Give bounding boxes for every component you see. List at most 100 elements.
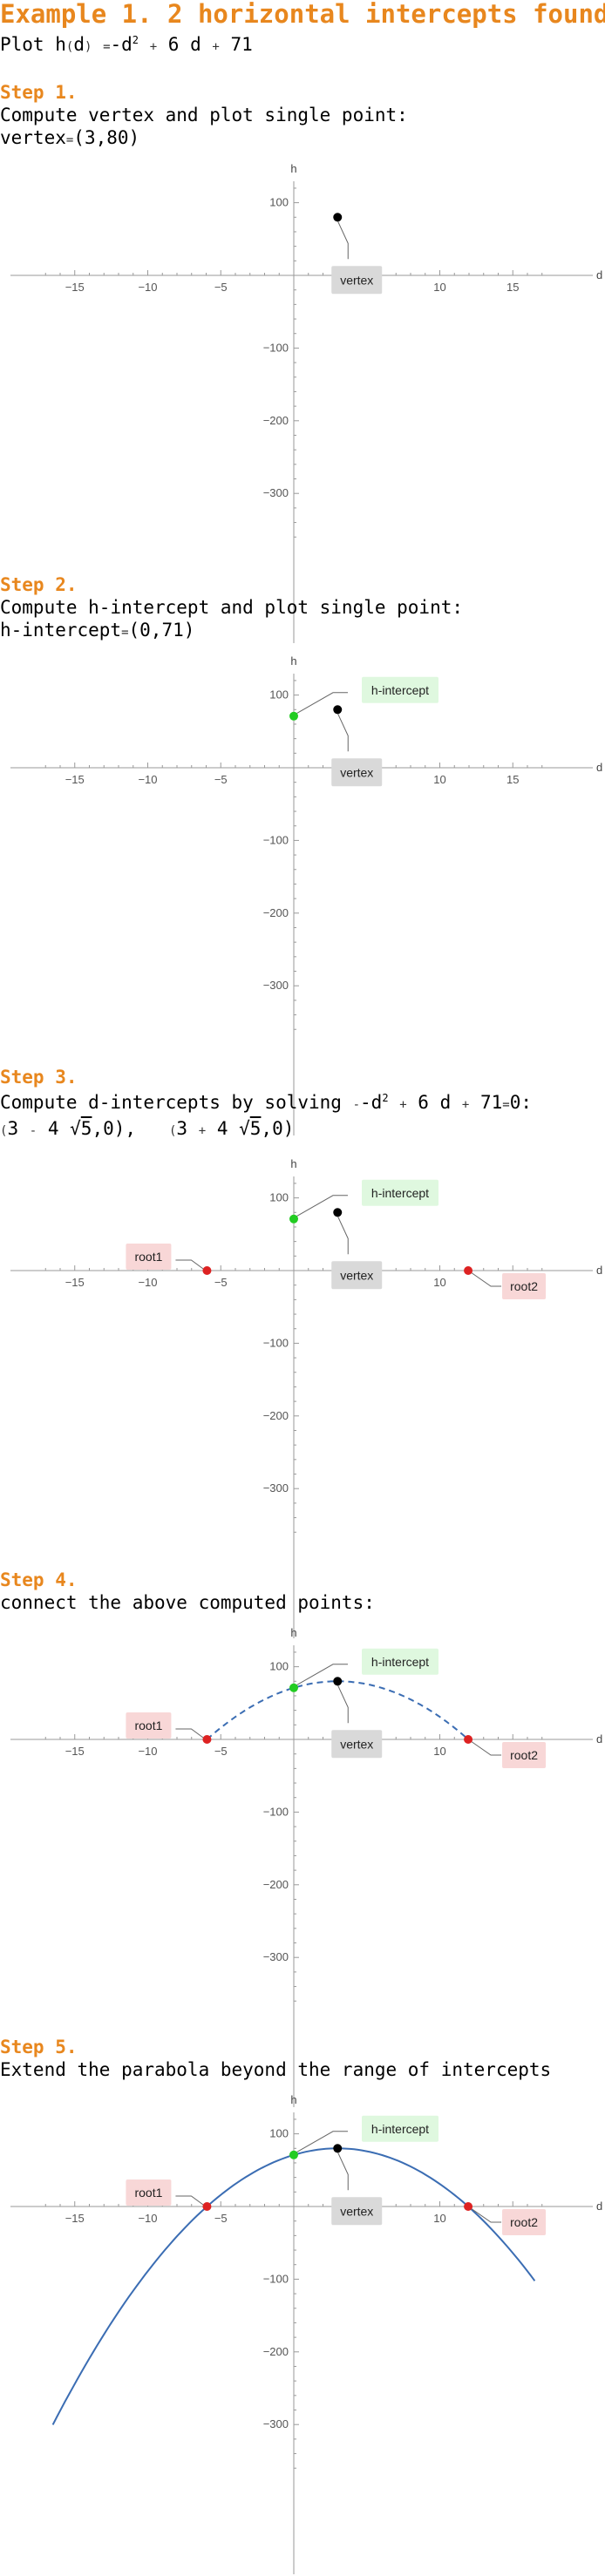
y-tick-label: 100 [269, 1191, 289, 1204]
vertex-label: vertex [340, 1268, 373, 1282]
vertex-leader [336, 713, 349, 752]
step5-plot: dh−15−10−551015100−100−200−300vertexh-in… [0, 2088, 605, 2576]
x-tick-label: 15 [506, 773, 519, 786]
vertex-point [333, 1208, 343, 1217]
h-intercept-point [289, 1214, 298, 1224]
vertex-leader [336, 220, 349, 260]
x-tick-label: −10 [138, 773, 157, 786]
h-intercept-label: h-intercept [371, 1186, 429, 1200]
h-intercept-label: h-intercept [371, 1655, 429, 1669]
vertex-label: vertex [340, 2204, 373, 2218]
root1-a: 3 [7, 1118, 19, 1139]
vertex-label: vertex [340, 765, 373, 779]
y-tick-label: −100 [263, 341, 289, 354]
x-tick-label: 10 [433, 2212, 445, 2225]
h-intercept-leader [296, 692, 348, 715]
vertex-label-box [331, 1730, 383, 1759]
step1-result-value: (3,80) [73, 127, 140, 148]
x-tick-label: −15 [65, 2212, 85, 2225]
h-intercept-label-box [362, 1179, 438, 1206]
x-tick-label: −5 [214, 773, 228, 786]
step4-heading: Step 4. [0, 1569, 78, 1590]
root2-label-box [502, 1742, 547, 1768]
x-axis-label: d [596, 761, 602, 774]
vertex-label-box [331, 758, 383, 787]
x-tick-label: 15 [506, 281, 519, 294]
x-tick-label: 10 [433, 773, 445, 786]
x-tick-label: −10 [138, 281, 157, 294]
root1-radicand: 5 [80, 1118, 92, 1139]
step4-plot: dh−15−10−551015100−100−200−300vertexh-in… [0, 1621, 605, 2109]
y-tick-label: −300 [263, 1481, 289, 1495]
root2-a: 3 [176, 1118, 188, 1139]
vertex-label: vertex [340, 1737, 373, 1751]
step5-heading: Step 5. [0, 2037, 78, 2057]
root2-leader [470, 1740, 502, 1756]
y-tick-label: 100 [269, 2127, 289, 2140]
x-tick-label: −5 [214, 2212, 228, 2225]
parabola-dashed [206, 1680, 469, 1740]
root2-point [464, 1266, 473, 1275]
y-tick-label: 100 [269, 196, 289, 209]
x-tick-label: −15 [65, 281, 85, 294]
intro-expr-start: -d [110, 34, 133, 55]
root1-coef: 4 [47, 1118, 59, 1139]
y-tick-label: −100 [263, 833, 289, 846]
y-axis-label: h [290, 654, 296, 668]
step2-result-label: h-intercept [0, 620, 122, 641]
y-tick-label: −300 [263, 486, 289, 499]
x-axis-label: d [596, 1732, 602, 1746]
step3-roots: (3 - 4 √5,0), (3 + 4 √5,0) [0, 1118, 295, 1139]
intro-expr-end: 71 [230, 34, 253, 55]
x-tick-label: 10 [433, 281, 445, 294]
intro-func: h [55, 34, 66, 55]
step4-svg: dh−15−10−551015100−100−200−300vertexh-in… [10, 1626, 602, 2107]
x-tick-label: 10 [433, 1745, 445, 1758]
page-title: Example 1. 2 horizontal intercepts found [0, 0, 605, 29]
y-tick-label: −200 [263, 906, 289, 919]
vertex-point [333, 213, 343, 222]
step1-text: Compute vertex and plot single point: [0, 105, 408, 125]
root2-label-box [502, 2209, 547, 2235]
step2-plot: d h −15 −10 −5 5 10 15 100 −100 −200 −300 vertex h-in… [0, 649, 605, 1137]
y-axis-label: h [290, 2093, 296, 2106]
root2-leader [470, 1271, 502, 1287]
step5-text: Extend the parabola beyond the range of … [0, 2059, 552, 2080]
x-tick-label: 10 [433, 1276, 445, 1289]
intro-arg: d [73, 34, 85, 55]
step2-svg: dh−15−10−551015100−100−200−300vertexh-in… [10, 654, 602, 1135]
x-tick-label: −5 [214, 281, 228, 294]
step2-text: Compute h-intercept and plot single poin… [0, 597, 464, 618]
step5-svg: dh−15−10−551015100−100−200−300vertexh-in… [10, 2093, 602, 2574]
y-tick-label: −100 [263, 2272, 289, 2285]
function-statement: Plot h(d) =-d2 + 6 d + 71 [0, 34, 253, 55]
step1-result-label: vertex [0, 127, 66, 148]
vertex-leader [336, 1685, 349, 1724]
x-tick-label: −5 [214, 1745, 228, 1758]
vertex-leader [336, 2152, 349, 2191]
h-intercept-leader [296, 2131, 348, 2153]
h-intercept-label-box [362, 676, 438, 703]
vertex-label-box [331, 2197, 383, 2226]
y-axis-label: h [290, 1157, 296, 1170]
root1-label-box [126, 1244, 172, 1270]
step3-eq-rhs: 0 [509, 1092, 521, 1113]
h-intercept-leader [296, 1195, 348, 1217]
step4-text: connect the above computed points: [0, 1592, 375, 1613]
y-tick-label: −200 [263, 1878, 289, 1891]
root2-leader [470, 2207, 502, 2223]
x-tick-label: −15 [65, 1276, 85, 1289]
x-axis-label: d [596, 268, 602, 281]
root1-leader [175, 1259, 205, 1271]
root2-label: root2 [510, 1279, 538, 1293]
root1-label: root1 [134, 1718, 162, 1732]
vertex-label-box [331, 266, 383, 295]
intro-prefix: Plot [0, 34, 56, 55]
y-tick-label: −200 [263, 414, 289, 427]
root1-label: root1 [134, 2186, 162, 2200]
y-tick-label: −100 [263, 1805, 289, 1818]
vertex-point [333, 2144, 343, 2153]
x-tick-label: −10 [138, 1745, 157, 1758]
step2-result: h-intercept=(0,71) [0, 620, 195, 641]
y-tick-label: −200 [263, 1409, 289, 1422]
